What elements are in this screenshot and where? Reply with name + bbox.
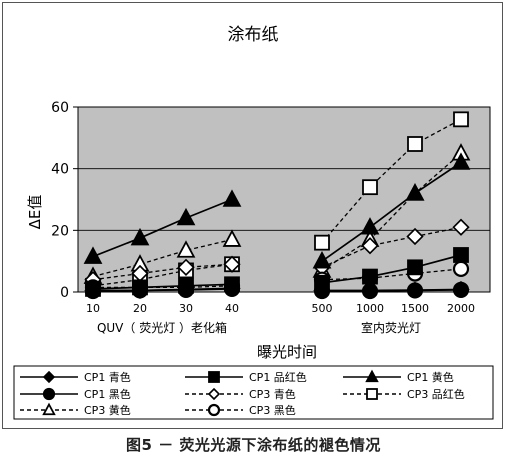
legend-marker [42, 387, 56, 401]
data-point [361, 282, 379, 300]
legend-label: CP3 黑色 [249, 403, 296, 417]
legend-label: CP3 黄色 [84, 403, 131, 417]
data-point [83, 246, 103, 264]
x-tick-label: 20 [133, 302, 147, 315]
data-point [362, 179, 378, 196]
x-tick-label: 40 [225, 302, 239, 315]
data-point [407, 259, 423, 276]
legend: CP1 青色 CP1 品红色 CP1 黄色 CP1 黑色 CP3 青色 CP3 品红色 CP… [13, 365, 494, 420]
series-line [321, 254, 462, 284]
series-line [321, 226, 462, 268]
series-line [92, 198, 233, 258]
x-tick-label: 30 [179, 302, 193, 315]
data-point [222, 229, 242, 247]
data-point [452, 260, 470, 277]
legend-label: CP1 青色 [84, 370, 131, 384]
legend-marker [365, 369, 379, 383]
series-line [321, 152, 462, 271]
y-tick-label: 60 [51, 100, 69, 116]
data-point [223, 255, 241, 273]
data-point [361, 237, 379, 255]
chart: 涂布纸 0 20 40 60 10 20 30 40 500 1000 1500 2000 ΔE值 Q… [13, 25, 494, 420]
data-point [453, 111, 469, 128]
x-tick-label: 2000 [447, 302, 475, 315]
x-tick-label: 1000 [356, 302, 384, 315]
data-point [407, 136, 423, 152]
group-label-indoor: 室内荧光灯 [361, 320, 421, 335]
data-point [177, 281, 195, 298]
legend-marker [42, 402, 56, 416]
y-tick-label: 20 [51, 223, 69, 239]
data-point [406, 282, 424, 299]
series-line [321, 118, 462, 244]
chart-frame [2, 2, 503, 429]
legend-marker [208, 371, 220, 383]
legend-marker [207, 403, 221, 417]
series-line [92, 238, 233, 278]
legend-marker [366, 388, 378, 400]
legend-label: CP1 黄色 [407, 370, 454, 384]
series-line [322, 288, 462, 292]
y-tick-label: 40 [51, 162, 69, 178]
legend-label: CP3 青色 [249, 387, 296, 401]
data-point [405, 183, 425, 201]
legend-box [13, 365, 494, 420]
plot-area: 0 20 40 60 10 20 30 40 500 1000 1500 2000 [51, 100, 491, 315]
legend-label: CP1 品红色 [249, 370, 307, 384]
data-point [452, 281, 470, 298]
chart-title: 涂布纸 [228, 25, 279, 45]
data-point [451, 152, 471, 170]
data-point [362, 268, 378, 285]
data-point [176, 207, 196, 226]
group-label-quv: QUV（ 荧光灯 ）老化箱 [97, 320, 227, 335]
series-line [92, 288, 233, 292]
series-line [92, 263, 233, 287]
data-point [131, 282, 149, 299]
legend-label: CP3 品红色 [407, 387, 465, 401]
figure-caption: 图5 － 荧光光源下涂布纸的褪色情况 [126, 436, 381, 454]
data-point [360, 217, 380, 235]
series-line [321, 161, 462, 262]
data-point [177, 258, 195, 276]
data-point [84, 282, 102, 300]
x-axis-label: 曝光时间 [257, 343, 317, 361]
x-tick-label: 1500 [401, 302, 429, 315]
x-tick-label: 10 [86, 302, 100, 315]
y-tick-label: 0 [60, 285, 69, 301]
data-point [312, 251, 332, 269]
legend-label: CP1 黑色 [84, 387, 131, 401]
series-line [92, 283, 233, 290]
data-point [314, 234, 330, 251]
data-point [406, 227, 424, 246]
data-point [453, 247, 469, 263]
data-point [176, 240, 196, 258]
series-line [92, 263, 233, 281]
x-tick-label: 500 [312, 302, 333, 315]
data-point [223, 280, 241, 298]
y-axis-label: ΔE值 [26, 195, 44, 230]
data-point [130, 227, 150, 246]
legend-marker [42, 370, 56, 384]
data-point [313, 282, 331, 300]
data-point [222, 189, 242, 207]
legend-marker [207, 387, 221, 401]
data-point [452, 218, 470, 236]
